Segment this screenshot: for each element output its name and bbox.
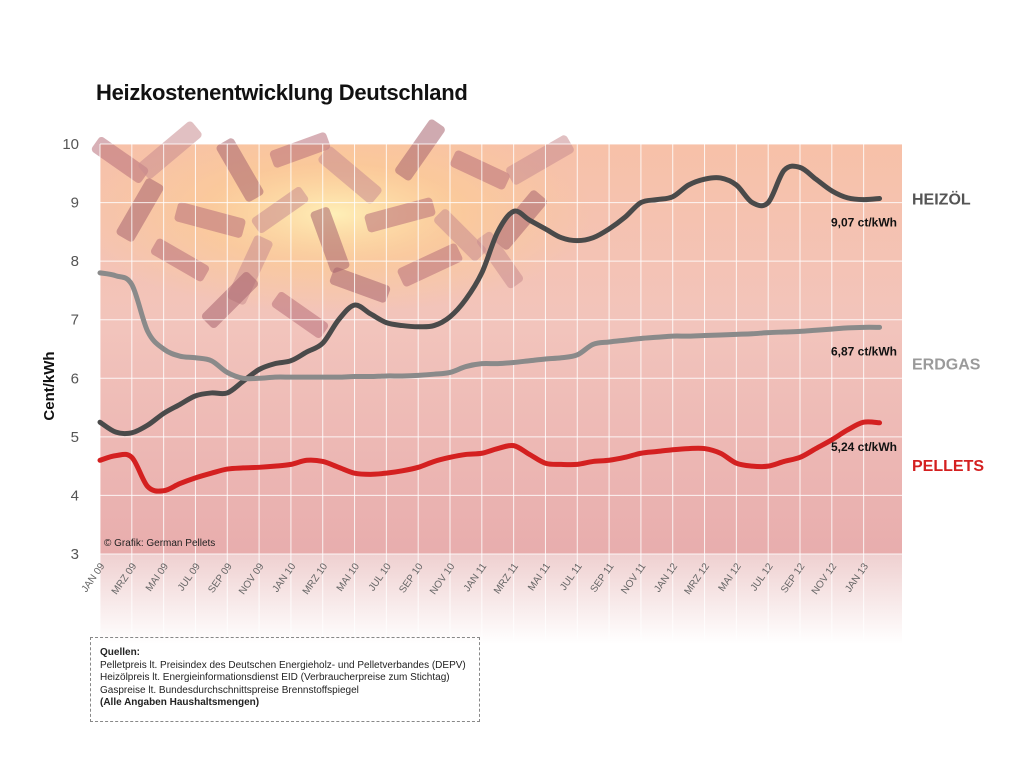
- series-line-pellets: [97, 419, 883, 494]
- sources-note: (Alle Angaben Haushaltsmengen): [100, 697, 260, 708]
- series-name-erdgas: ERDGAS: [912, 356, 981, 373]
- y-tick-label: 8: [71, 253, 79, 270]
- pellet-shape: [395, 119, 445, 181]
- pellet-shape: [201, 271, 259, 329]
- series-line-erdgas: [97, 270, 883, 382]
- pellet-shape: [138, 121, 202, 179]
- pellet-shape: [91, 136, 149, 184]
- series-lines: [97, 163, 883, 494]
- pellet-shape: [329, 267, 391, 303]
- series-name-heizoel: HEIZÖL: [912, 189, 971, 208]
- series-end-value-erdgas: 6,87 ct/kWh: [831, 344, 897, 358]
- y-tick-label: 5: [71, 429, 79, 446]
- source-line-heizoel: Heizölpreis lt. Energieinformationsdiens…: [100, 672, 450, 683]
- pellet-shape: [310, 207, 350, 273]
- pellet-background-image: [91, 119, 620, 344]
- pellet-shape: [116, 178, 164, 242]
- series-labels: HEIZÖL 9,07 ct/kWh ERDGAS 6,87 ct/kWh PELLET…: [831, 189, 984, 474]
- y-tick-label: 6: [71, 370, 79, 387]
- pellet-shape: [271, 291, 329, 339]
- y-tick-label: 10: [62, 136, 79, 153]
- pellet-shape: [493, 190, 547, 250]
- pellet-shape: [434, 209, 486, 261]
- y-tick-label: 3: [71, 546, 79, 563]
- y-tick-label: 4: [71, 487, 79, 504]
- y-axis-ticks: 3 4 5 6 7 8 9 10: [62, 136, 79, 563]
- pellet-shape: [506, 135, 574, 185]
- pellet-shape: [150, 238, 210, 282]
- pellet-shape: [397, 243, 463, 287]
- pellet-shape: [251, 186, 309, 234]
- pellet-shape: [216, 138, 264, 202]
- pellet-shape: [450, 150, 510, 190]
- y-tick-label: 9: [71, 195, 79, 212]
- source-line-pellets: Pelletpreis lt. Preisindex des Deutschen…: [100, 659, 466, 671]
- series-line-heizoel: [97, 163, 883, 437]
- series-end-value-pellets: 5,24 ct/kWh: [831, 440, 897, 454]
- source-line-gas: Gaspreise lt. Bundesdurchschnittspreise …: [100, 684, 359, 696]
- series-end-value-heizoel: 9,07 ct/kWh: [831, 215, 897, 229]
- pellet-shape: [318, 146, 382, 204]
- sources-heading: Quellen:: [100, 647, 141, 658]
- pellet-shape: [476, 231, 524, 289]
- y-tick-label: 7: [71, 312, 79, 329]
- chart-title: Heizkostenentwicklung Deutschland: [96, 80, 468, 105]
- pellet-shape: [269, 132, 331, 168]
- series-name-pellets: PELLETS: [912, 458, 984, 475]
- chart-credit: © Grafik: German Pellets: [104, 538, 215, 549]
- sources-box: Quellen: Pelletpreis lt. Preisindex des …: [90, 637, 480, 722]
- y-axis-label: Cent/kWh: [41, 351, 58, 420]
